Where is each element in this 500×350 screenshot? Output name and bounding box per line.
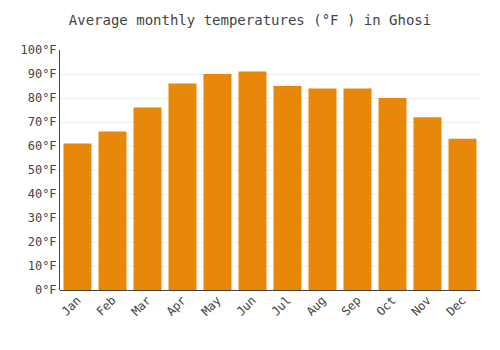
svg-text:60°F: 60°F [28,139,57,153]
svg-text:70°F: 70°F [28,115,57,129]
svg-text:50°F: 50°F [28,163,57,177]
svg-text:Aug: Aug [304,293,329,318]
svg-text:30°F: 30°F [28,211,57,225]
svg-text:Apr: Apr [164,293,189,318]
svg-text:40°F: 40°F [28,187,57,201]
svg-text:90°F: 90°F [28,67,57,81]
svg-text:Nov: Nov [409,293,434,318]
svg-text:Jan: Jan [59,293,84,318]
svg-text:Oct: Oct [374,293,399,318]
svg-text:20°F: 20°F [28,235,57,249]
svg-text:0°F: 0°F [35,283,57,297]
svg-text:Average monthly temperatures (: Average monthly temperatures (°F ) in Gh… [69,12,431,28]
svg-text:100°F: 100°F [20,43,56,57]
svg-text:Mar: Mar [129,293,154,318]
svg-text:10°F: 10°F [28,259,57,273]
svg-text:Dec: Dec [444,293,469,318]
svg-text:Feb: Feb [94,293,119,318]
svg-text:Sep: Sep [339,293,364,318]
svg-text:Jun: Jun [234,293,259,318]
svg-text:Jul: Jul [269,293,294,318]
svg-text:80°F: 80°F [28,91,57,105]
svg-text:May: May [199,293,224,318]
